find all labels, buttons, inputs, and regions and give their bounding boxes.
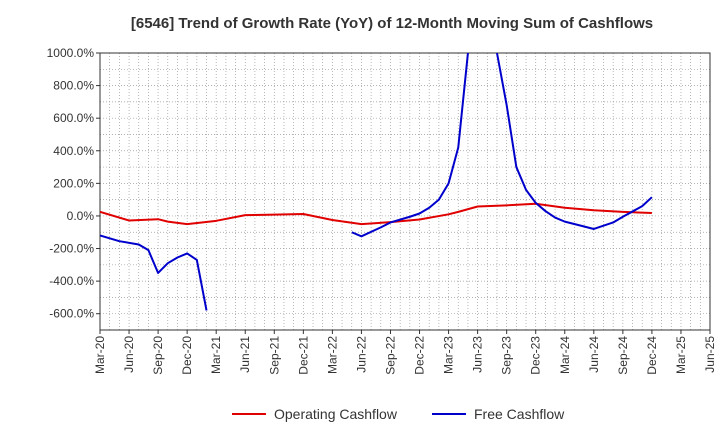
series-layer <box>100 53 653 311</box>
y-tick-label: -400.0% <box>49 274 94 288</box>
grid <box>99 53 711 330</box>
x-tick-label: Mar-21 <box>209 336 223 374</box>
y-tick-label: -200.0% <box>49 242 94 256</box>
series-line-free-cashflow <box>351 53 469 238</box>
legend-free-cashflow-label: Free Cashflow <box>474 406 565 422</box>
x-tick-label: Sep-24 <box>616 336 630 375</box>
x-axis: Mar-20 Jun-20 Sep-20 Dec-20 Mar-21 Jun-21 Sep-… <box>93 330 717 375</box>
x-tick-label: Sep-21 <box>267 336 281 375</box>
y-tick-label: 600.0% <box>53 111 94 125</box>
series-line-free-cashflow <box>495 53 653 230</box>
x-tick-label: Sep-20 <box>151 336 165 375</box>
x-tick-label: Jun-20 <box>122 336 136 373</box>
x-tick-label: Mar-23 <box>442 336 456 374</box>
x-tick-label: Mar-22 <box>325 336 339 374</box>
x-tick-label: Sep-22 <box>383 336 397 375</box>
x-tick-label: Jun-25 <box>703 336 717 373</box>
x-tick-label: Dec-20 <box>180 336 194 375</box>
x-tick-label: Mar-24 <box>558 336 572 374</box>
x-tick-label: Jun-21 <box>238 336 252 373</box>
x-tick-label: Dec-23 <box>529 336 543 375</box>
y-axis: 1000.0% 800.0% 600.0% 400.0% 200.0% 0.0% -200.… <box>47 46 100 321</box>
legend-operating-cashflow-label: Operating Cashflow <box>274 406 398 422</box>
x-tick-label: Mar-20 <box>93 336 107 374</box>
x-tick-label: Dec-21 <box>296 336 310 375</box>
x-tick-label: Sep-23 <box>500 336 514 375</box>
x-tick-label: Jun-24 <box>587 336 601 373</box>
y-tick-label: 200.0% <box>53 176 94 190</box>
y-tick-label: 1000.0% <box>47 46 95 60</box>
y-tick-label: -600.0% <box>49 307 94 321</box>
y-tick-label: 800.0% <box>53 79 94 93</box>
y-tick-label: 0.0% <box>67 209 95 223</box>
legend: Operating Cashflow Free Cashflow <box>232 406 565 422</box>
plot-frame <box>99 52 711 331</box>
x-tick-label: Mar-25 <box>674 336 688 374</box>
x-tick-label: Dec-24 <box>645 336 659 375</box>
chart-title: [6546] Trend of Growth Rate (YoY) of 12-… <box>131 15 653 32</box>
x-tick-label: Dec-22 <box>413 336 427 375</box>
y-tick-label: 400.0% <box>53 144 94 158</box>
x-tick-label: Jun-22 <box>354 336 368 373</box>
series-line-operating-cashflow <box>100 202 652 226</box>
x-tick-label: Jun-23 <box>471 336 485 373</box>
series-line-free-cashflow <box>100 234 208 311</box>
